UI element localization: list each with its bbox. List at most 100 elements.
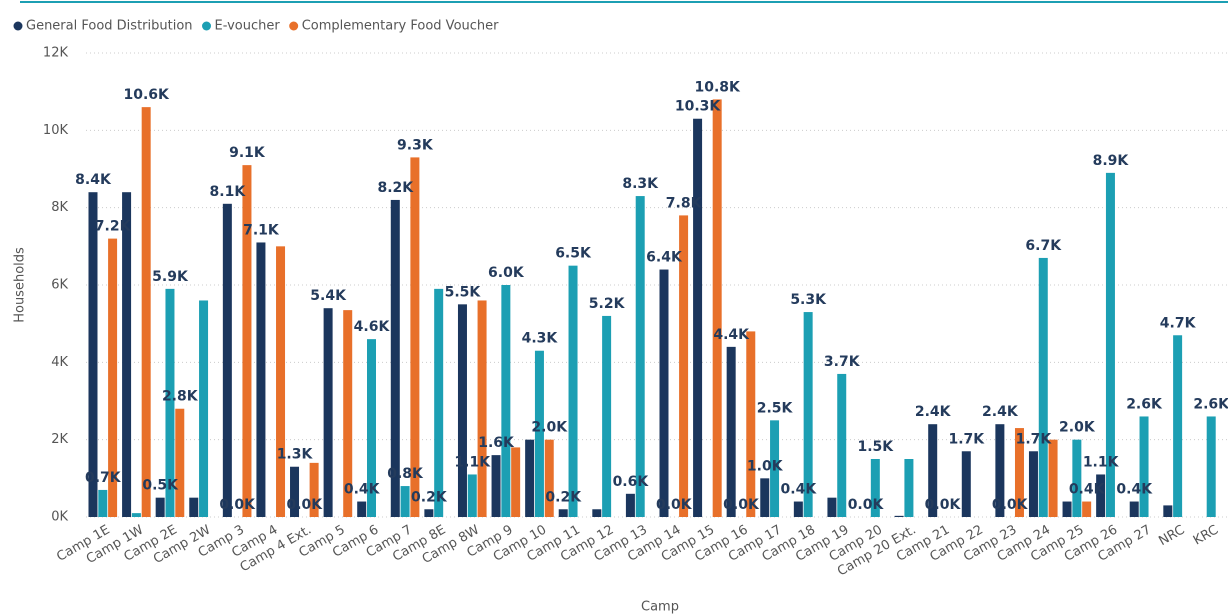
value-label: 1.7K — [948, 431, 985, 447]
bar — [511, 447, 521, 517]
bar — [534, 350, 544, 517]
value-label: 5.3K — [790, 292, 827, 308]
value-label: 0.0K — [848, 497, 885, 513]
bar — [122, 192, 132, 517]
bar — [98, 489, 108, 517]
bar — [1139, 416, 1149, 517]
bar — [625, 493, 635, 517]
bar — [424, 509, 434, 517]
value-label: 1.3K — [277, 447, 314, 463]
bar — [400, 486, 410, 517]
bar — [410, 157, 420, 517]
value-label: 7.1K — [243, 222, 280, 238]
value-label: 5.2K — [589, 296, 626, 312]
bar — [1129, 501, 1139, 517]
bar — [108, 238, 118, 517]
value-label: 0.0K — [656, 497, 693, 513]
legend-swatch — [13, 21, 23, 31]
y-tick-label: 6K — [51, 278, 68, 293]
value-label: 2.0K — [531, 420, 568, 436]
bar — [712, 99, 722, 518]
bar — [803, 312, 813, 517]
value-label: 0.8K — [387, 466, 424, 482]
value-label: 2.4K — [915, 404, 952, 420]
value-label: 1.1K — [454, 454, 491, 470]
bar — [457, 304, 467, 517]
bar — [290, 466, 300, 517]
x-tick-label: KRC — [1191, 523, 1221, 549]
bar — [491, 455, 501, 517]
bar — [928, 424, 938, 517]
value-label: 1.0K — [747, 458, 784, 474]
bar — [726, 346, 736, 517]
value-label: 0.4K — [344, 482, 381, 498]
bar — [357, 501, 367, 517]
x-axis-label: Camp — [641, 600, 679, 615]
value-label: 2.5K — [757, 400, 794, 416]
value-label: 1.7K — [1016, 431, 1053, 447]
value-label: 8.9K — [1093, 153, 1130, 169]
value-label: 2.6K — [1193, 396, 1228, 412]
value-label: 0.4K — [1116, 482, 1153, 498]
bar — [222, 203, 232, 518]
value-label: 9.1K — [229, 145, 266, 161]
bar — [894, 515, 904, 517]
value-label: 1.1K — [1083, 454, 1120, 470]
value-label: 2.8K — [162, 389, 199, 405]
bar — [467, 474, 477, 517]
value-label: 0.4K — [1069, 482, 1106, 498]
bar — [131, 513, 141, 517]
value-label: 0.5K — [142, 478, 179, 494]
bar — [679, 215, 689, 517]
value-label: 5.4K — [310, 288, 347, 304]
bar — [760, 478, 770, 517]
bar — [199, 300, 209, 517]
bar — [434, 288, 444, 517]
bar — [1014, 428, 1024, 517]
bar — [1028, 451, 1038, 517]
bar — [870, 459, 880, 517]
y-axis-label: Households — [13, 247, 28, 323]
bar — [1096, 474, 1106, 517]
value-label: 10.6K — [123, 87, 170, 103]
bar — [477, 300, 487, 517]
value-label: 10.8K — [694, 79, 741, 95]
bar — [659, 269, 669, 517]
legend-label: General Food Distribution — [26, 19, 193, 34]
value-label: 0.0K — [992, 497, 1029, 513]
value-label: 0.0K — [219, 497, 256, 513]
bar — [501, 285, 511, 517]
x-tick-label: NRC — [1156, 523, 1187, 550]
bar — [390, 199, 400, 517]
value-label: 0.0K — [925, 497, 962, 513]
bar — [961, 451, 971, 517]
bar — [793, 501, 803, 517]
y-tick-label: 12K — [43, 46, 69, 61]
value-label: 4.3K — [522, 331, 559, 347]
bar — [837, 373, 847, 517]
bar — [309, 462, 319, 517]
value-label: 0.0K — [286, 497, 323, 513]
bar — [592, 509, 602, 517]
legend-swatch — [202, 21, 212, 31]
bar — [323, 308, 333, 517]
bar — [1206, 416, 1216, 517]
value-label: 8.4K — [75, 172, 112, 188]
bar — [995, 424, 1005, 517]
bar — [1062, 501, 1072, 517]
value-label: 0.7K — [85, 470, 122, 486]
y-tick-label: 10K — [43, 123, 69, 138]
bar — [1038, 257, 1048, 517]
value-label: 0.2K — [545, 489, 582, 505]
bar — [141, 107, 151, 517]
bar — [746, 331, 756, 517]
value-label: 8.1K — [210, 184, 247, 200]
bar — [256, 242, 266, 517]
value-label: 4.4K — [713, 327, 750, 343]
bar — [1105, 172, 1115, 517]
value-label: 0.2K — [411, 489, 448, 505]
bar — [904, 459, 914, 517]
value-label: 2.6K — [1126, 396, 1163, 412]
value-label: 3.7K — [824, 354, 861, 370]
legend-label: Complementary Food Voucher — [302, 19, 499, 34]
